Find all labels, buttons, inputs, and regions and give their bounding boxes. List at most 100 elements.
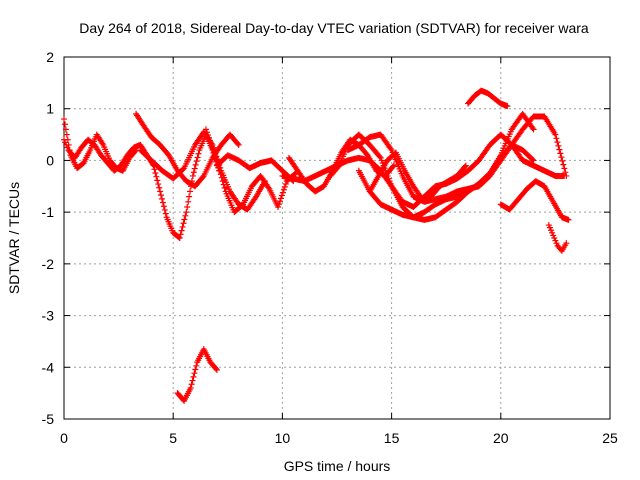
x-tick-label: 15: [384, 430, 400, 446]
data-point: [280, 186, 287, 193]
data-point: [278, 192, 285, 199]
data-point: [160, 203, 167, 210]
data-point: [530, 126, 537, 133]
data-point: [132, 148, 139, 155]
data-point: [554, 139, 561, 146]
data-point: [153, 173, 160, 180]
series-arc-n: [465, 87, 511, 110]
data-point: [217, 171, 224, 178]
y-axis-ticks: -5 -4 -3 -2 -1 0 1 2: [42, 49, 610, 427]
data-point: [180, 220, 187, 227]
data-point: [192, 366, 199, 373]
data-point: [565, 216, 572, 223]
series-arc-m: [355, 141, 537, 221]
data-point: [210, 148, 217, 155]
x-tick-label: 0: [60, 430, 68, 446]
data-point: [202, 126, 209, 133]
data-point: [552, 131, 559, 138]
data-point: [504, 103, 511, 110]
data-point: [276, 201, 283, 208]
data-point: [183, 209, 190, 216]
data-point: [529, 156, 536, 163]
data-point: [560, 161, 567, 168]
data-point: [156, 184, 163, 191]
data-point: [219, 178, 226, 185]
data-point: [462, 162, 469, 169]
data-point: [279, 189, 286, 196]
data-point: [561, 165, 568, 172]
data-point: [62, 126, 69, 133]
series-arc-f: [213, 152, 297, 185]
data-point: [276, 198, 283, 205]
data-point: [376, 153, 383, 160]
data-point: [389, 163, 396, 170]
data-point: [187, 188, 194, 195]
data-point: [559, 157, 566, 164]
y-tick-label: 2: [46, 49, 54, 65]
data-point: [212, 154, 219, 161]
data-point: [277, 195, 284, 202]
data-points: [61, 87, 572, 404]
data-point: [282, 180, 289, 187]
data-point: [184, 203, 191, 210]
data-point: [64, 136, 71, 143]
data-point: [176, 235, 183, 241]
data-point: [155, 181, 162, 188]
x-tick-label: 20: [493, 430, 509, 446]
y-tick-label: 1: [46, 101, 54, 117]
data-point: [185, 198, 192, 205]
data-point: [216, 167, 223, 174]
data-point: [220, 181, 227, 188]
data-point: [162, 210, 169, 217]
data-point: [190, 169, 197, 176]
data-point: [157, 188, 164, 195]
series-arc-o: [497, 178, 572, 223]
data-point: [211, 151, 218, 158]
data-point: [204, 132, 211, 139]
series-arc-g: [174, 346, 220, 404]
data-point: [562, 169, 569, 176]
x-axis-ticks: 0 5 10 15 20 25: [60, 57, 618, 446]
y-tick-label: -5: [42, 411, 55, 427]
series-arc-p: [545, 222, 570, 254]
data-point: [207, 140, 214, 147]
data-point: [63, 131, 70, 138]
data-point: [235, 141, 242, 148]
x-tick-label: 10: [275, 430, 291, 446]
data-point: [555, 142, 562, 149]
data-point: [194, 154, 201, 161]
series-arc-k: [344, 113, 570, 205]
data-point: [193, 362, 200, 369]
y-tick-label: -1: [42, 204, 55, 220]
data-point: [209, 146, 216, 153]
data-point: [206, 137, 213, 144]
data-point: [191, 165, 198, 172]
data-point: [189, 172, 196, 179]
data-point: [212, 365, 219, 372]
y-tick-label: -4: [42, 359, 55, 375]
grid-lines: [64, 57, 610, 419]
data-point: [61, 121, 68, 128]
y-tick-label: 0: [46, 152, 54, 168]
data-point: [66, 147, 73, 154]
plot-frame: [63, 56, 611, 420]
data-point: [151, 166, 158, 173]
data-point: [152, 169, 159, 176]
data-point: [187, 384, 194, 391]
data-point: [275, 203, 282, 210]
data-point: [186, 193, 193, 200]
data-point: [181, 216, 188, 223]
y-axis-label: SDTVAR / TECUs: [6, 182, 22, 294]
chart-title: Day 264 of 2018, Sidereal Day-to-day VTE…: [79, 20, 589, 36]
x-tick-label: 5: [169, 430, 177, 446]
data-point: [558, 154, 565, 161]
x-tick-label: 25: [602, 430, 618, 446]
data-point: [563, 240, 570, 247]
data-point: [556, 146, 563, 153]
y-tick-label: -3: [42, 308, 55, 324]
data-point: [188, 381, 195, 388]
data-point: [218, 174, 225, 181]
data-point: [178, 227, 185, 234]
data-point: [65, 141, 72, 148]
